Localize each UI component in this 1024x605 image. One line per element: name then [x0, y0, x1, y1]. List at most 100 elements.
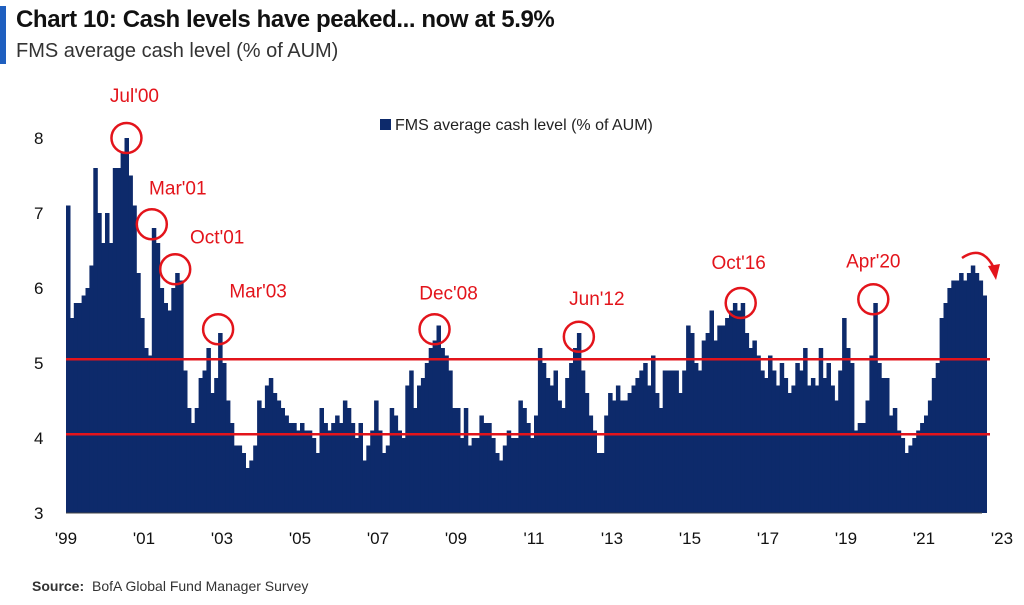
- data-bar: [381, 453, 387, 513]
- data-bar: [966, 273, 972, 513]
- annotation-circle: [857, 283, 890, 316]
- data-bar: [709, 310, 714, 513]
- data-bar: [631, 385, 636, 513]
- data-bar: [370, 430, 375, 513]
- data-bar: [982, 295, 987, 513]
- data-bar: [955, 280, 960, 513]
- data-bar: [892, 408, 898, 513]
- data-bar: [237, 445, 243, 513]
- data-bar: [795, 363, 800, 513]
- data-bar: [713, 340, 718, 513]
- data-bar: [861, 423, 867, 513]
- data-bar: [935, 363, 941, 513]
- x-tick-label: '19: [835, 529, 857, 548]
- data-bar: [378, 430, 383, 513]
- annotation-label: Oct'16: [712, 253, 766, 274]
- x-tick-label: '01: [133, 529, 155, 548]
- data-bar: [253, 445, 258, 513]
- data-bar: [409, 370, 414, 513]
- data-bar: [537, 348, 543, 513]
- annotation-circle: [110, 121, 143, 155]
- data-bar: [729, 310, 734, 513]
- data-bar: [803, 348, 808, 513]
- data-bar: [179, 280, 184, 513]
- data-bar: [779, 363, 785, 513]
- data-bar: [857, 423, 863, 513]
- data-bar: [849, 363, 855, 513]
- data-bar: [202, 370, 207, 513]
- data-bar: [194, 408, 200, 513]
- data-bar: [846, 348, 851, 513]
- data-bar: [495, 453, 500, 513]
- x-tick-label: '03: [211, 529, 233, 548]
- data-bar: [522, 408, 527, 513]
- title-accent-bar: [0, 6, 6, 64]
- data-bar: [943, 303, 948, 513]
- data-bar: [389, 408, 395, 513]
- data-bar: [459, 438, 465, 513]
- chart-title: Chart 10: Cash levels have peaked... now…: [16, 6, 555, 33]
- annotation-label: Jun'12: [569, 289, 624, 310]
- data-bar: [175, 273, 180, 513]
- y-tick-label: 3: [34, 504, 43, 523]
- data-bar: [315, 453, 321, 513]
- data-bar: [405, 385, 410, 513]
- data-bar: [604, 415, 609, 513]
- data-bar: [245, 468, 250, 513]
- data-bar: [810, 378, 816, 513]
- data-bar: [456, 408, 461, 513]
- data-bar: [717, 325, 722, 513]
- x-tick-label: '11: [524, 529, 545, 548]
- data-bar: [342, 400, 348, 513]
- data-bar: [89, 265, 94, 513]
- data-bar: [151, 228, 157, 513]
- source-note: Source: BofA Global Fund Manager Survey: [32, 578, 308, 594]
- data-bar: [838, 370, 843, 513]
- data-bar: [288, 423, 293, 513]
- x-tick-label: '07: [367, 529, 389, 548]
- data-bar: [732, 303, 738, 513]
- data-bar: [346, 408, 352, 513]
- data-bar: [576, 333, 582, 513]
- data-bar: [541, 363, 547, 513]
- data-bar: [272, 393, 278, 513]
- data-bar: [639, 370, 644, 513]
- data-bar: [307, 430, 313, 513]
- data-bar: [475, 438, 480, 513]
- data-bar: [931, 378, 937, 513]
- data-bar: [963, 280, 968, 513]
- data-bar: [491, 438, 496, 513]
- data-bar: [81, 295, 87, 513]
- annotation-circle: [724, 286, 757, 320]
- data-bar: [69, 318, 75, 513]
- annotation-circle: [418, 313, 451, 346]
- data-bar: [397, 430, 402, 513]
- data-bar: [502, 445, 508, 513]
- data-bar: [105, 213, 110, 513]
- trend-arrowhead: [988, 264, 1000, 280]
- data-bar: [159, 288, 165, 513]
- data-bar: [814, 385, 820, 513]
- data-bar: [183, 370, 188, 513]
- data-bar: [463, 408, 469, 513]
- data-bar: [881, 378, 886, 513]
- data-bar: [510, 438, 516, 513]
- data-bar: [600, 453, 605, 513]
- data-bar: [615, 385, 621, 513]
- data-bar: [771, 370, 777, 513]
- data-bar: [440, 348, 445, 513]
- data-bar: [214, 378, 219, 513]
- data-bar: [885, 378, 890, 513]
- data-bar: [167, 310, 172, 513]
- data-bar: [736, 310, 742, 513]
- data-bar: [658, 408, 664, 513]
- data-bar: [701, 340, 707, 513]
- annotation-label: Apr'20: [846, 251, 900, 272]
- data-bar: [974, 273, 980, 513]
- data-bar: [853, 430, 859, 513]
- data-bar: [264, 385, 270, 513]
- data-bar: [233, 445, 239, 513]
- data-bar: [557, 400, 562, 513]
- data-bar: [654, 393, 660, 513]
- data-bar: [877, 363, 882, 513]
